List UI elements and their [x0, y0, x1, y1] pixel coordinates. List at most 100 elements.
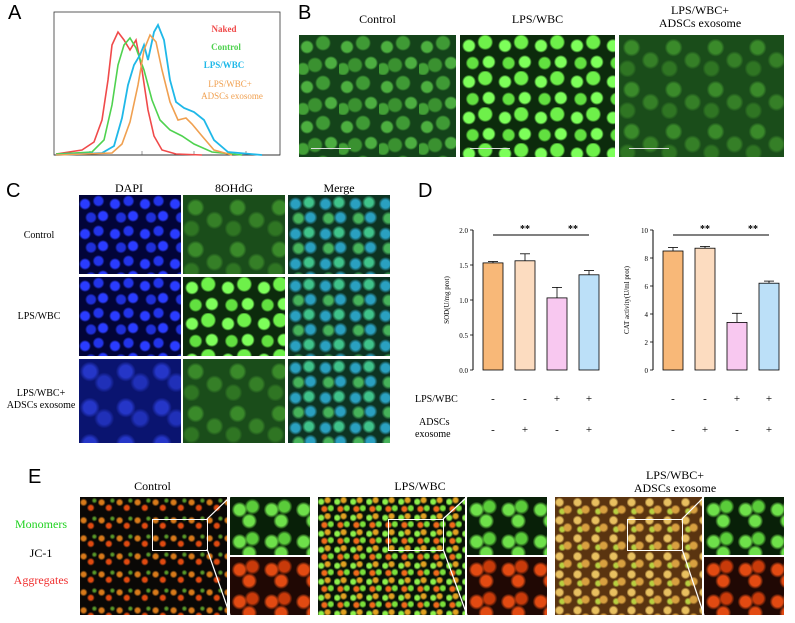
- e-inset-exosome-green: [704, 497, 784, 555]
- b-image-lps-wbc: [460, 35, 615, 157]
- d-factor-table: LPS/WBC ADSCs exosome: [415, 394, 458, 440]
- c-8ohdg-control: [183, 195, 285, 274]
- c-row-line2: ADSCs exosome: [6, 400, 76, 411]
- lps-sign: +: [766, 393, 772, 405]
- zoom-box: [152, 519, 208, 551]
- e-image-control: [80, 497, 227, 615]
- panel-letter-c: C: [6, 180, 21, 202]
- panel-letter-b: B: [298, 2, 312, 24]
- zoom-box: [388, 519, 444, 551]
- c-merge-lps-wbc-exosome: [288, 359, 390, 443]
- y-tick-label: 0.5: [459, 332, 468, 340]
- e-inset-lps-wbc-red: [467, 557, 547, 615]
- e-title-control: Control: [134, 479, 171, 493]
- bar-3: [758, 282, 780, 371]
- b-image-control: [299, 35, 456, 157]
- e-inset-control-green: [230, 497, 310, 555]
- b-title-line2: ADSCs exosome: [658, 16, 742, 30]
- panel-letter-a: A: [8, 2, 22, 24]
- histogram-legend: Naked Control LPS/WBC LPS/WBC+ ADSCs exo…: [201, 24, 263, 101]
- scale-bar: [311, 148, 351, 149]
- c-8ohdg-lps-wbc: [183, 277, 285, 356]
- e-label-jc1: JC-1: [29, 546, 53, 560]
- y-tick-label: 4: [645, 311, 649, 319]
- b-image-lps-wbc-exosome: [619, 35, 784, 157]
- d-bar-charts: 0.0 0.5 1.0 1.5 2.0 SOD(U/mg prot) ** ** 0 2 4 6 8 1…: [415, 224, 780, 440]
- exosome-sign: -: [735, 424, 739, 436]
- c-col-merge: Merge: [323, 181, 355, 195]
- y-tick-label: 0: [645, 367, 649, 375]
- y-tick-label: 2.0: [459, 227, 468, 235]
- significance-mark: **: [748, 224, 758, 235]
- lps-sign: +: [554, 393, 560, 405]
- c-dapi-control: [79, 195, 181, 274]
- c-merge-control: [288, 195, 390, 274]
- significance-mark: **: [568, 224, 578, 235]
- panel-letter-e: E: [28, 466, 42, 488]
- lps-sign: +: [586, 393, 592, 405]
- b-title-lps-wbc: LPS/WBC: [511, 12, 564, 26]
- c-col-dapi: DAPI: [114, 181, 143, 195]
- legend-control: Control: [211, 42, 241, 52]
- lps-sign: -: [703, 393, 707, 405]
- y-tick-label: 0.0: [459, 367, 468, 375]
- exosome-sign: +: [586, 424, 592, 436]
- scale-bar: [470, 148, 510, 149]
- lps-sign: -: [523, 393, 527, 405]
- flow-cytometry-histogram: Naked Control LPS/WBC LPS/WBC+ ADSCs exo…: [53, 11, 281, 156]
- scale-bar: [629, 148, 669, 149]
- lps-wbc-exosome-curve: [55, 33, 233, 156]
- control-curve: [55, 36, 243, 156]
- y-tick-label: 8: [645, 255, 649, 263]
- e-inset-lps-wbc-green: [467, 497, 547, 555]
- b-title-line1: LPS/WBC+: [670, 3, 730, 17]
- e-title-lps-wbc: LPS/WBC: [394, 479, 446, 493]
- e-title-line1: LPS/WBC+: [645, 468, 705, 482]
- exosome-sign: -: [555, 424, 559, 436]
- exosome-sign: +: [702, 424, 708, 436]
- lps-wbc-curve: [55, 22, 263, 156]
- legend-lps-wbc-plus: LPS/WBC+: [208, 79, 252, 89]
- y-tick-label: 1.0: [459, 297, 468, 305]
- e-image-lps-wbc: [318, 497, 465, 615]
- b-title-control: Control: [359, 12, 396, 26]
- c-col-8ohdg: 8OHdG: [215, 181, 253, 195]
- y-tick-label: 1.5: [459, 262, 468, 270]
- e-label-aggregates: Aggregates: [13, 573, 69, 587]
- e-inset-control-red: [230, 557, 310, 615]
- d-sign-rows: - - - + + - + + - - - + + - + +: [491, 393, 772, 436]
- y-axis-label: SOD(U/mg prot): [443, 276, 451, 324]
- d-factor-exosome: exosome: [415, 429, 451, 440]
- c-merge-lps-wbc: [288, 277, 390, 356]
- d-factor-lps-wbc: LPS/WBC: [415, 394, 458, 405]
- significance-mark: **: [700, 224, 710, 235]
- significance-mark: **: [520, 224, 530, 235]
- legend-lps-wbc: LPS/WBC: [204, 60, 245, 70]
- legend-adscs-exosome: ADSCs exosome: [201, 91, 263, 101]
- c-row-lps-wbc: LPS/WBC: [17, 311, 61, 322]
- e-inset-exosome-red: [704, 557, 784, 615]
- sod-chart: 0.0 0.5 1.0 1.5 2.0 SOD(U/mg prot) ** **: [443, 224, 600, 375]
- e-image-lps-wbc-exosome: [555, 497, 702, 615]
- y-tick-label: 10: [641, 227, 649, 235]
- naked-curve: [55, 30, 203, 156]
- exosome-sign: +: [522, 424, 528, 436]
- e-title-line2: ADSCs exosome: [633, 481, 717, 495]
- b-title-lps-wbc-exosome: LPS/WBC+ ADSCs exosome: [620, 4, 780, 30]
- e-label-monomers: Monomers: [15, 517, 67, 531]
- c-dapi-lps-wbc-exosome: [79, 359, 181, 443]
- legend-naked: Naked: [211, 24, 236, 34]
- panel-letter-d: D: [418, 180, 433, 202]
- y-tick-label: 6: [645, 283, 649, 291]
- y-tick-label: 2: [645, 339, 649, 347]
- d-factor-adscs: ADSCs: [419, 417, 450, 428]
- c-row-lps-wbc-exosome: LPS/WBC+ ADSCs exosome: [2, 388, 80, 412]
- c-row-line1: LPS/WBC+: [16, 388, 66, 399]
- y-axis-label: CAT activity(U/ml prot): [623, 265, 631, 334]
- c-dapi-lps-wbc: [79, 277, 181, 356]
- lps-sign: +: [734, 393, 740, 405]
- c-row-control: Control: [23, 230, 55, 241]
- exosome-sign: -: [671, 424, 675, 436]
- cat-chart: 0 2 4 6 8 10 CAT activity(U/ml prot) ** **: [623, 224, 780, 375]
